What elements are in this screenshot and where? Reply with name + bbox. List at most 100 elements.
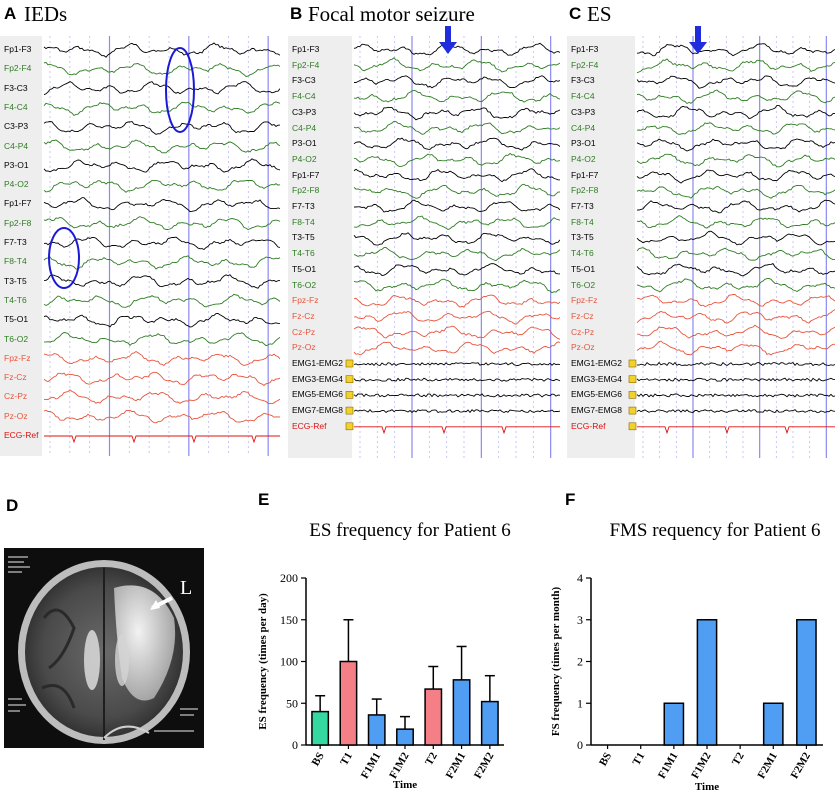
eeg-trace-line xyxy=(636,153,835,168)
x-tick-label: F2M1 xyxy=(444,751,468,781)
channel-label: ECG-Ref xyxy=(292,420,327,431)
eeg-trace-panel-b: Fp1-F3 Fp2-F4 F3-C3 F4-C4 C3-P3 C4-P4 P3-O1 P4-… xyxy=(288,36,560,458)
bar xyxy=(480,700,499,746)
panel-a: A IEDs Fp1-F3 Fp2-F4 F3-C3 F4-C4 C3-P3 C4-P4 P… xyxy=(0,0,280,460)
eeg-trace-line xyxy=(43,197,280,213)
y-tick-label: 0 xyxy=(577,738,583,752)
eeg-trace-line xyxy=(43,158,280,173)
bar xyxy=(762,702,784,746)
eeg-trace-line xyxy=(636,230,835,246)
channel-label: EMG5-EMG6 xyxy=(571,389,623,400)
panel-b-letter: B xyxy=(290,4,303,23)
eeg-trace-line xyxy=(43,120,280,135)
channel-label: F8-T4 xyxy=(292,216,315,227)
eeg-trace-line xyxy=(636,293,835,307)
channel-label: Pz-Oz xyxy=(292,342,316,353)
channel-label: F3-C3 xyxy=(4,82,28,93)
channel-label: Fz-Cz xyxy=(4,372,27,383)
channel-marker-icon xyxy=(345,406,354,415)
channel-label: Fp2-F8 xyxy=(571,185,599,196)
y-tick-label: 0 xyxy=(292,738,298,752)
x-tick-label: F1M2 xyxy=(387,750,412,781)
channel-marker-icon xyxy=(628,406,637,415)
channel-label: T6-O2 xyxy=(571,279,596,290)
channel-label: Fp1-F3 xyxy=(4,44,32,54)
channel-label: T5-O1 xyxy=(571,263,596,274)
panel-c-title: ES xyxy=(587,2,612,26)
eeg-trace-line xyxy=(353,42,560,56)
eeg-trace-line xyxy=(353,89,560,103)
channel-marker-icon xyxy=(628,422,637,431)
channel-label: Fp1-F7 xyxy=(292,169,320,180)
channel-label: T5-O1 xyxy=(292,263,317,274)
channel-label: ECG-Ref xyxy=(4,430,39,440)
channel-label: Fp1-F7 xyxy=(4,198,32,209)
channel-label: C4-P4 xyxy=(571,122,596,133)
y-axis-label: FS frequency (times per month) xyxy=(550,587,562,737)
eeg-trace-line xyxy=(353,341,560,356)
eeg-trace-line xyxy=(44,435,280,444)
eeg-trace-line xyxy=(636,89,835,105)
eeg-trace-panel-a: Fp1-F3 Fp2-F4 F3-C3 F4-C4 C3-P3 C4-P4 P3-O1 P4-… xyxy=(0,36,280,456)
panel-b: B Focal motor seizure Fp1-F3 Fp2-F4 F3-C3 F… xyxy=(288,0,560,460)
channel-label: EMG1-EMG2 xyxy=(571,358,623,368)
eeg-trace-line xyxy=(636,393,835,398)
channel-marker-icon xyxy=(345,375,354,384)
x-tick-label: F2M2 xyxy=(789,750,814,781)
channel-label: C4-P4 xyxy=(4,140,29,151)
x-tick-label: T2 xyxy=(730,750,747,768)
channel-label: F4-C4 xyxy=(292,91,316,102)
channel-label: F4-C4 xyxy=(4,101,28,112)
eeg-trace-line xyxy=(353,294,560,308)
channel-label: Fz-Cz xyxy=(292,310,315,321)
channel-label: Pz-Oz xyxy=(571,342,595,353)
channel-label: EMG7-EMG8 xyxy=(292,405,344,416)
bar xyxy=(367,714,386,746)
eeg-trace-line xyxy=(636,75,835,89)
eeg-trace-line xyxy=(353,310,560,325)
eeg-trace-line xyxy=(43,313,280,328)
channel-label: EMG7-EMG8 xyxy=(571,405,623,416)
eeg-trace-line xyxy=(353,232,560,246)
channel-label: Fp2-F4 xyxy=(292,59,320,70)
bar xyxy=(796,619,817,746)
x-axis-label: Time xyxy=(695,781,719,793)
eeg-trace-line xyxy=(636,340,835,356)
eeg-trace-line xyxy=(636,278,835,293)
eeg-trace-line xyxy=(636,104,835,119)
channel-label: P3-O1 xyxy=(4,159,29,170)
channel-label: Fpz-Fz xyxy=(4,352,31,363)
chart-e-title: ES frequency for Patient 6 xyxy=(309,520,511,541)
panel-a-letter: A xyxy=(4,4,17,23)
panel-a-title: IEDs xyxy=(24,2,68,26)
channel-marker-icon xyxy=(628,359,637,368)
channel-marker-icon xyxy=(628,375,637,384)
mri-marker-label: L xyxy=(180,577,192,599)
channel-label: F3-C3 xyxy=(292,75,316,86)
channel-label: Fz-Cz xyxy=(571,310,594,321)
eeg-trace-line xyxy=(354,426,560,435)
channel-label: T4-T6 xyxy=(4,294,27,305)
eeg-trace-line xyxy=(43,274,280,289)
panel-f: F FMS requency for Patient 6 0 1 2 3 4 FS fre… xyxy=(545,490,835,808)
channel-label: Fp2-F8 xyxy=(292,185,320,196)
eeg-trace-line xyxy=(636,361,835,367)
channel-marker-icon xyxy=(345,391,354,399)
channel-label: T4-T6 xyxy=(571,248,594,259)
eeg-trace-line xyxy=(636,122,835,135)
eeg-trace-line xyxy=(636,58,835,74)
eeg-trace-line xyxy=(636,43,835,57)
bar xyxy=(339,660,358,746)
eeg-trace-line xyxy=(43,216,280,231)
x-tick-label: F1M1 xyxy=(656,751,680,781)
y-tick-label: 100 xyxy=(280,655,298,669)
channel-label: T3-T5 xyxy=(4,275,27,286)
eeg-trace-line xyxy=(353,137,560,151)
channel-label: C4-P4 xyxy=(292,122,317,133)
y-tick-label: 3 xyxy=(577,613,583,627)
channel-label: Fp1-F3 xyxy=(292,44,320,54)
panel-b-title: Focal motor seizure xyxy=(308,2,475,26)
eeg-trace-line xyxy=(636,199,835,214)
eeg-trace-line xyxy=(43,62,280,77)
eeg-trace-line xyxy=(636,138,835,152)
